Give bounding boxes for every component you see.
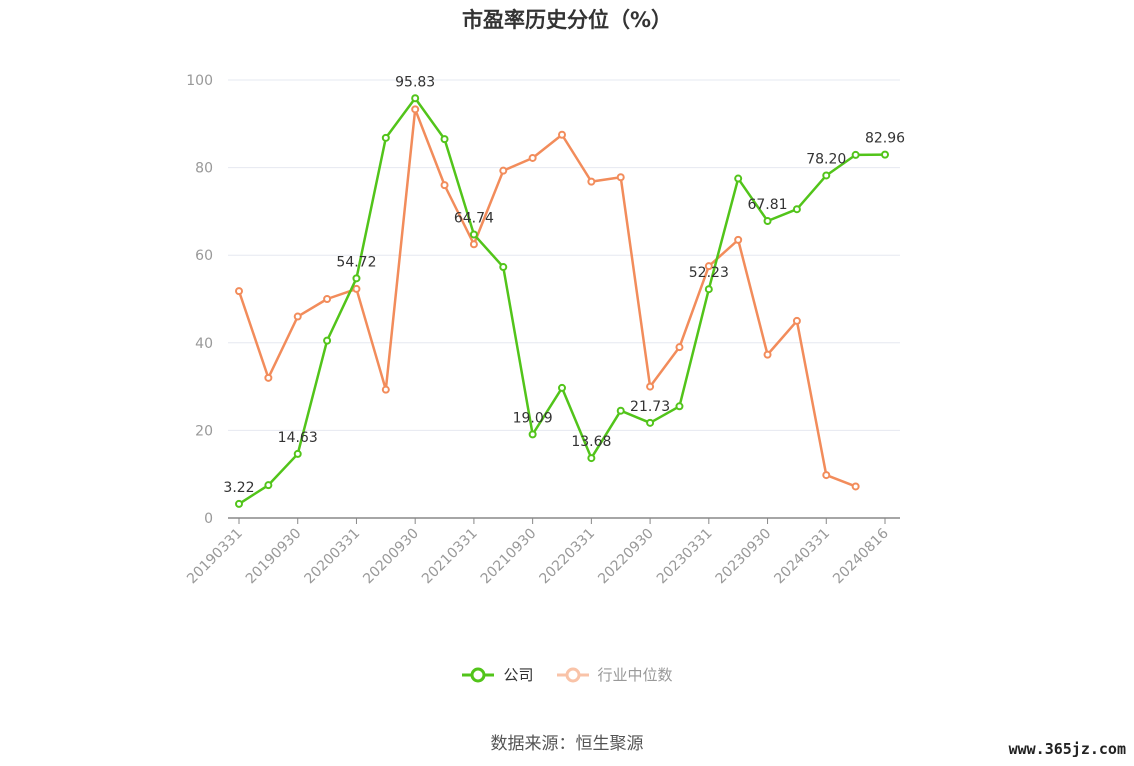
watermark: www.365jz.com	[1008, 740, 1126, 758]
company-point	[646, 418, 655, 427]
company-data-label: 13.68	[571, 434, 611, 450]
industry-median-point	[264, 373, 273, 382]
legend-item-industry-median[interactable]: 行业中位数	[556, 664, 673, 685]
legend: 公司 行业中位数	[0, 664, 1134, 685]
x-tick-label: 20210331	[419, 526, 481, 588]
company-point	[881, 150, 889, 159]
data-source: 数据来源：恒生聚源	[490, 734, 644, 754]
company-data-label: 78.20	[806, 151, 846, 167]
legend-label-industry-median: 行业中位数	[597, 666, 673, 684]
company-point	[792, 205, 801, 214]
x-tick-label: 20200930	[360, 526, 422, 588]
industry-median-point	[440, 181, 449, 190]
industry-median-point	[646, 382, 655, 391]
data-labels: 3.22 14.63 54.72 95.83 64.74 19.09 13.68 21.73 5…	[223, 74, 905, 496]
pe-percentile-line-chart: 0 20 40 60 80 100 2019033120190930202003312020…	[184, 73, 905, 588]
legend-item-company[interactable]: 公司	[461, 664, 534, 685]
company-data-label: 52.23	[689, 265, 729, 281]
industry-median-point	[792, 316, 801, 325]
company-point	[411, 94, 420, 103]
legend-label-company: 公司	[503, 666, 534, 684]
industry-median-point	[469, 240, 478, 249]
company-line	[238, 97, 886, 505]
x-tick-label: 20220331	[536, 526, 598, 588]
y-tick-label: 0	[204, 511, 213, 527]
y-tick-label: 80	[195, 161, 213, 177]
industry-median-point	[822, 471, 831, 480]
company-data-label: 64.74	[454, 210, 494, 226]
industry-median-point	[675, 343, 684, 352]
x-tick-label: 20230331	[654, 526, 716, 588]
legend-marker-industry-icon	[556, 667, 589, 682]
chart-title: 市盈率历史分位（%）	[461, 8, 673, 32]
industry-median-line	[237, 108, 857, 488]
industry-median-point	[293, 312, 302, 321]
company-point	[293, 449, 302, 458]
industry-median-point	[763, 350, 772, 359]
y-tick-label: 20	[195, 423, 213, 439]
industry-median-point	[499, 166, 508, 175]
x-tick-label: 20190930	[243, 526, 305, 588]
company-data-label: 14.63	[278, 430, 318, 446]
company-point	[734, 174, 743, 183]
company-point	[704, 285, 713, 294]
x-tick-label: 20230930	[713, 526, 775, 588]
company-data-label: 82.96	[865, 131, 905, 147]
company-point	[469, 230, 478, 239]
x-tick-label: 20220930	[595, 526, 657, 588]
company-point	[851, 150, 860, 159]
company-data-label: 54.72	[336, 254, 376, 270]
company-point	[499, 263, 508, 272]
company-point	[528, 430, 537, 439]
industry-median-point	[851, 482, 860, 491]
x-tick-label: 20200331	[302, 526, 364, 588]
company-point	[264, 481, 273, 490]
company-point	[352, 274, 361, 283]
industry-median-point	[734, 235, 743, 244]
company-data-label: 95.83	[395, 74, 435, 90]
industry-median-point	[323, 295, 332, 303]
industry-median-point	[528, 153, 537, 162]
company-data-label: 67.81	[747, 197, 787, 213]
y-tick-label: 40	[195, 336, 213, 352]
company-point	[763, 216, 772, 225]
company-point	[558, 383, 566, 392]
industry-median-point	[352, 284, 361, 293]
company-data-label: 19.09	[513, 410, 553, 426]
y-tick-label: 100	[186, 73, 213, 89]
series	[235, 94, 889, 508]
company-data-label: 3.22	[223, 480, 254, 496]
x-tick-label: 20240816	[830, 525, 892, 587]
company-point	[675, 402, 684, 411]
company-data-label: 21.73	[630, 399, 670, 415]
company-point	[235, 499, 243, 508]
industry-median-point	[411, 105, 420, 114]
x-tick-label: 20210930	[478, 526, 540, 588]
industry-median-point	[558, 130, 566, 139]
industry-median-point	[704, 262, 713, 271]
company-point	[381, 133, 390, 142]
industry-median-point	[616, 173, 625, 182]
industry-median-point	[381, 385, 390, 394]
company-point	[822, 171, 831, 180]
grid-lines	[228, 79, 900, 431]
legend-marker-company-icon	[462, 667, 495, 682]
company-point	[587, 454, 596, 463]
company-point	[616, 406, 625, 415]
company-point	[323, 336, 332, 345]
industry-median-point	[235, 287, 243, 296]
y-tick-label: 60	[195, 248, 213, 264]
industry-median-point	[587, 177, 596, 186]
company-point	[440, 135, 449, 144]
x-tick-label: 20240331	[771, 526, 833, 588]
x-tick-label: 20190331	[184, 526, 246, 588]
